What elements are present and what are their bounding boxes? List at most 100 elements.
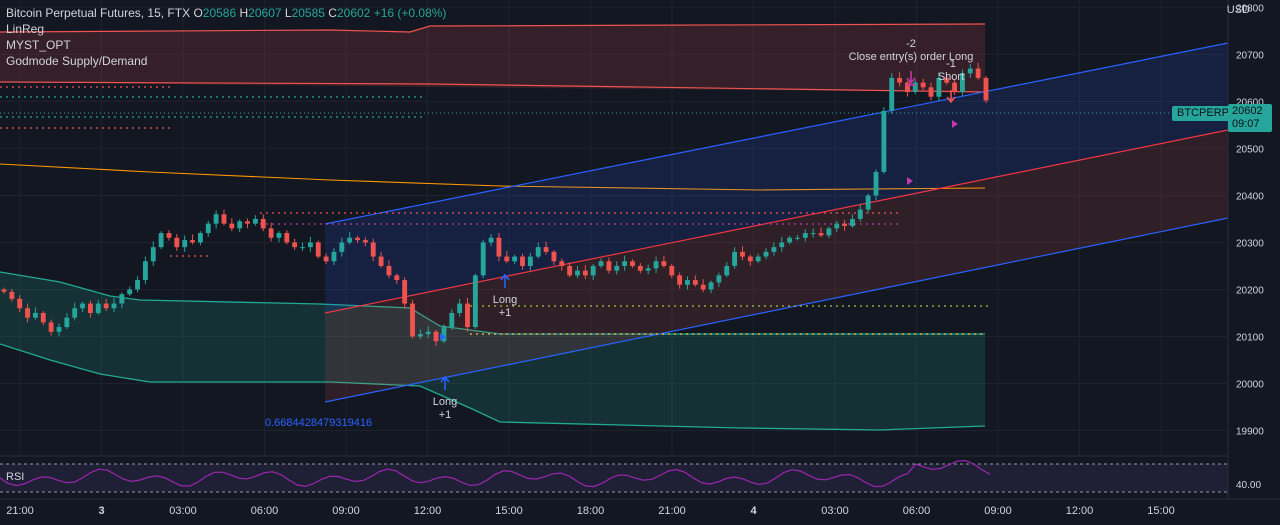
candle-body: [229, 223, 235, 229]
y-tick-label: 20000: [1236, 379, 1264, 390]
candle-body: [142, 261, 148, 281]
supply-zone-bottom-line: [0, 81, 986, 93]
candle-body: [582, 270, 588, 276]
candle-body: [928, 87, 934, 97]
x-tick-label: 3: [98, 505, 104, 517]
candle-body: [158, 233, 164, 248]
candle-body: [488, 237, 494, 243]
indicator-myst-opt[interactable]: MYST_OPT: [6, 38, 71, 52]
x-tick-label: 21:00: [658, 505, 686, 517]
candle-body: [771, 247, 777, 252]
candle-body: [732, 251, 738, 266]
annotation-long-1: Long: [493, 294, 517, 306]
y-tick-label: 20500: [1236, 144, 1264, 155]
candle-body: [331, 251, 337, 262]
regression-coefficient-label: 0.6684428479319416: [265, 417, 372, 429]
candle-body: [606, 261, 612, 271]
short-arrow-icon: [946, 90, 956, 104]
y-tick-label: 20400: [1236, 191, 1264, 202]
candle-body: [323, 256, 329, 262]
candle-body: [480, 242, 486, 276]
price-axis[interactable]: 20800 20700 20600 20500 20400 20300 20200 20100…: [1227, 0, 1280, 502]
candle-body: [724, 265, 730, 276]
candle-body: [370, 242, 376, 257]
candle-body: [598, 261, 604, 266]
y-tick-label: 20300: [1236, 238, 1264, 249]
candle-body: [504, 256, 510, 262]
candle-body: [740, 251, 745, 257]
legend: Bitcoin Perpetual Futures, 15, FTX O2058…: [6, 5, 446, 69]
symbol-title[interactable]: Bitcoin Perpetual Futures, 15, FTX: [6, 6, 191, 20]
candle-body: [417, 334, 423, 337]
high-label: H: [239, 6, 249, 20]
x-tick-label: 06:00: [903, 505, 931, 517]
candle-body: [944, 77, 950, 83]
candle-body: [457, 303, 463, 313]
y-tick-label: 20600: [1236, 97, 1264, 108]
candle-body: [260, 218, 266, 229]
candle-body: [32, 312, 38, 318]
orange-ma-line: [0, 163, 986, 191]
candle-body: [959, 73, 965, 93]
candle-body: [221, 214, 227, 224]
candle-body: [527, 256, 533, 266]
rsi-level-label: 40.00: [1236, 480, 1261, 491]
candle-body: [802, 233, 808, 238]
candle-body: [905, 82, 910, 93]
candle-body: [292, 242, 298, 248]
candle-body: [810, 233, 816, 235]
annotation-short: Short: [938, 71, 964, 83]
y-tick-label: 20100: [1236, 332, 1264, 343]
supply-zone-top-line: [0, 23, 986, 33]
signal-triangle-icon: [440, 333, 446, 341]
candle-body: [512, 256, 518, 262]
candle-body: [276, 233, 282, 238]
candle-body: [410, 303, 415, 337]
candle-body: [441, 327, 447, 342]
regression-upper-line: [324, 42, 1229, 225]
candle-body: [685, 280, 690, 285]
candle-body: [95, 303, 101, 313]
rsi-label[interactable]: RSI: [6, 471, 25, 483]
x-tick-label: 03:00: [169, 505, 197, 517]
regression-channel-upper-fill: [325, 43, 1228, 313]
annotation-close-entry-qty: -2: [906, 38, 916, 50]
candle-body: [857, 209, 863, 219]
candle-body: [394, 275, 400, 281]
candle-body: [111, 303, 117, 309]
candle-body: [567, 265, 573, 276]
x-tick-label: 03:00: [821, 505, 849, 517]
y-tick-label: 20200: [1236, 285, 1264, 296]
candle-body: [307, 242, 313, 248]
candle-body: [213, 214, 219, 224]
candle-body: [881, 110, 887, 172]
indicator-linreg[interactable]: LinReg: [6, 22, 45, 36]
y-tick-label: 20700: [1236, 50, 1264, 61]
last-price-value: 20602: [1232, 105, 1263, 117]
candle-body: [80, 303, 85, 309]
candle-body: [787, 237, 793, 243]
low-label: L: [284, 6, 292, 20]
candle-body: [763, 251, 769, 257]
demand-zone: [0, 272, 985, 430]
last-price-tag: 20602 09:07: [1228, 104, 1272, 132]
candle-body: [433, 331, 439, 342]
candle-body: [166, 233, 172, 238]
time-axis[interactable]: 21:00 3 03:00 06:00 09:00 12:00 15:00 18:00 21:0…: [0, 498, 1280, 525]
candle-body: [590, 265, 596, 276]
indicator-godmode[interactable]: Godmode Supply/Demand: [6, 54, 148, 68]
candle-body: [87, 303, 93, 313]
candle-body: [386, 265, 392, 276]
candle-body: [25, 308, 31, 318]
candle-body: [551, 251, 557, 262]
candle-body: [622, 261, 628, 266]
candle-body: [197, 233, 203, 243]
annotation-long-1-qty: +1: [499, 307, 512, 319]
rsi-line: [0, 459, 991, 488]
trade-markers: Long +1 Long +1 Short -1 Close entry(s) …: [265, 38, 973, 429]
candle-body: [174, 237, 180, 248]
x-tick-label: 12:00: [1066, 505, 1094, 517]
low-value: 20585: [291, 6, 325, 20]
annotation-long-2: Long: [433, 396, 457, 408]
